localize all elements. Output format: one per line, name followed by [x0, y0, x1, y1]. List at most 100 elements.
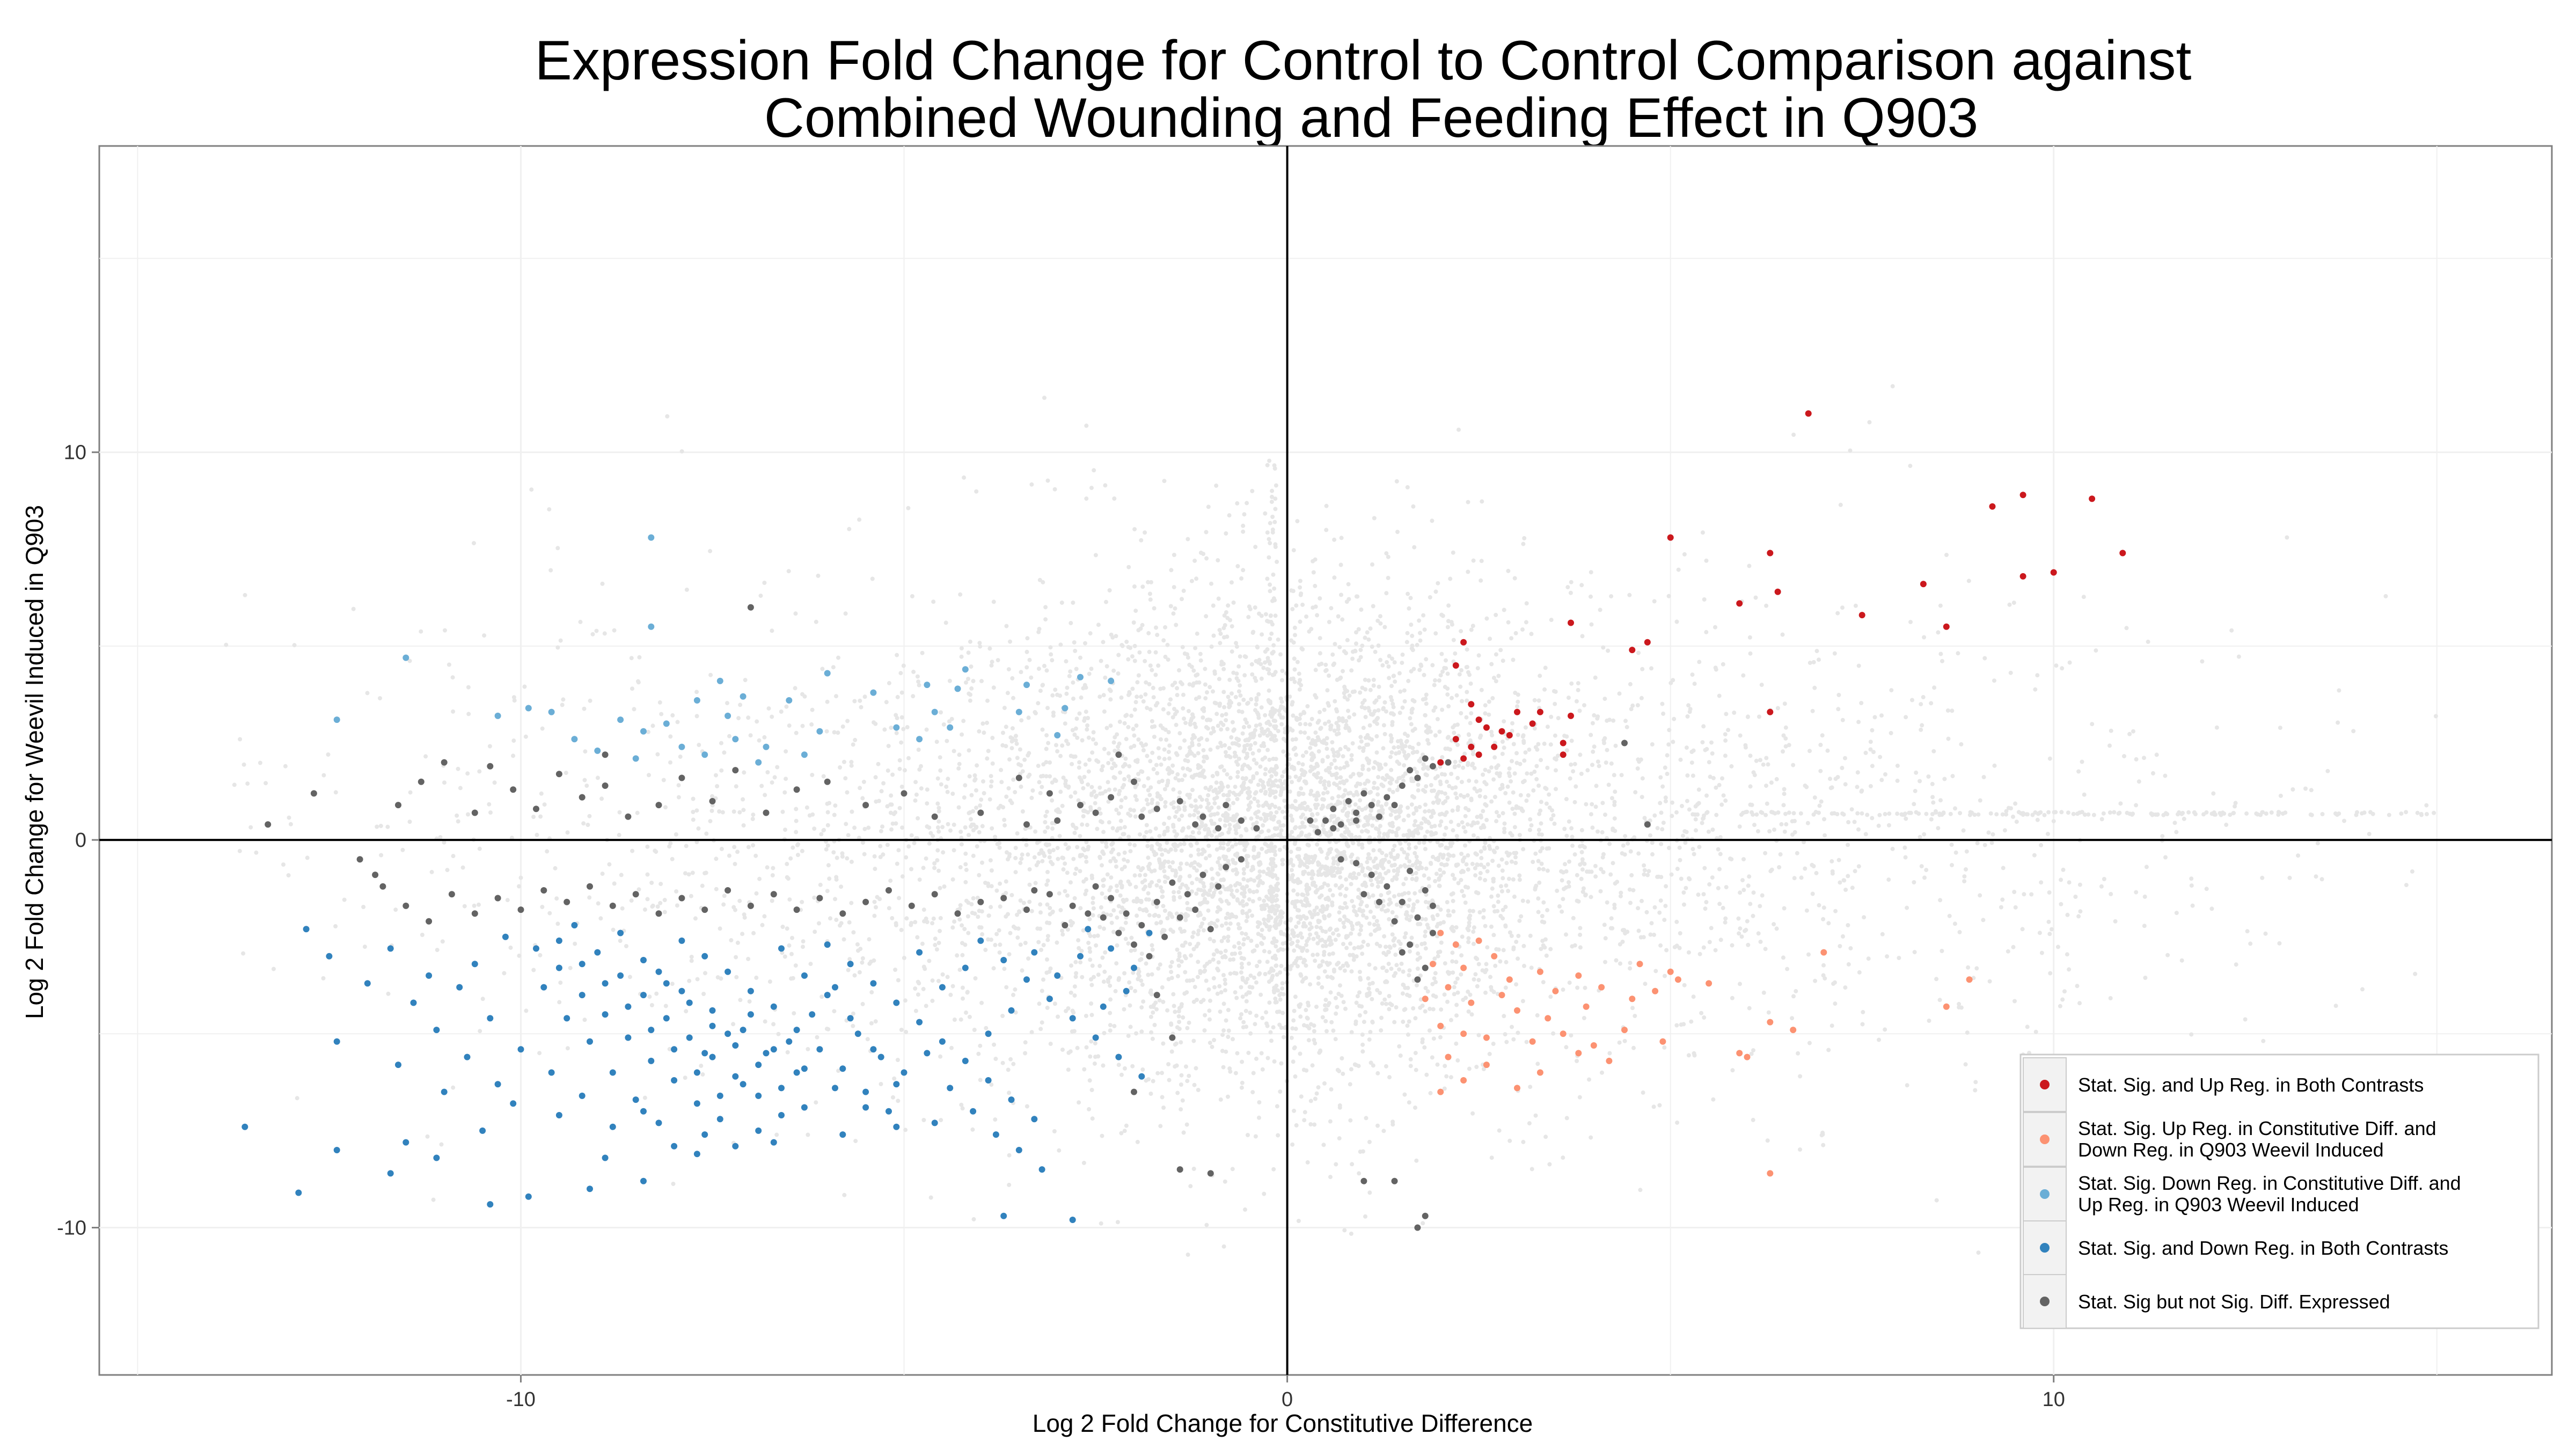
- data-point: [1583, 1003, 1590, 1010]
- data-point: [426, 918, 433, 925]
- data-point: [402, 654, 409, 661]
- data-point: [632, 755, 639, 762]
- data-point: [1376, 813, 1382, 820]
- data-point: [716, 1116, 723, 1123]
- data-point: [1023, 976, 1030, 983]
- data-point: [885, 887, 892, 894]
- data-point: [1046, 996, 1053, 1002]
- data-point: [1536, 968, 1543, 975]
- data-point: [1008, 1007, 1015, 1014]
- data-point: [1360, 790, 1367, 797]
- data-point: [931, 1119, 938, 1126]
- data-point: [763, 809, 770, 816]
- data-point: [947, 724, 954, 731]
- data-point: [1460, 964, 1467, 971]
- data-point: [1460, 1077, 1467, 1084]
- data-point: [678, 987, 685, 994]
- legend-label: Stat. Sig. and Down Reg. in Both Contras…: [2078, 1237, 2448, 1259]
- data-point: [870, 1046, 877, 1053]
- data-point: [494, 1081, 501, 1088]
- data-point: [663, 1015, 670, 1022]
- data-point: [1498, 992, 1505, 999]
- data-point: [1429, 961, 1436, 968]
- data-point: [1376, 898, 1382, 905]
- data-point: [632, 1096, 639, 1103]
- data-point: [1138, 813, 1145, 820]
- data-point: [326, 953, 333, 960]
- data-point: [977, 937, 984, 944]
- data-point: [1536, 1069, 1543, 1076]
- data-point: [832, 1085, 838, 1092]
- data-point: [1506, 976, 1513, 983]
- data-point: [1483, 724, 1490, 731]
- data-point: [2089, 495, 2096, 502]
- data-point: [1422, 887, 1429, 894]
- data-point: [1674, 976, 1681, 983]
- background-points: [224, 384, 2438, 1257]
- data-point: [410, 999, 417, 1006]
- data-point: [1353, 860, 1360, 867]
- data-point: [648, 1027, 655, 1034]
- data-point: [671, 1046, 678, 1053]
- data-point: [1414, 976, 1421, 983]
- data-point: [540, 887, 547, 894]
- data-point: [1153, 806, 1160, 813]
- data-point: [732, 1143, 739, 1150]
- data-point: [755, 1092, 762, 1099]
- data-point: [924, 1050, 931, 1057]
- reference-axes: [99, 146, 2552, 1375]
- data-point: [1805, 410, 1812, 417]
- data-point: [816, 1046, 823, 1053]
- data-point: [740, 1027, 747, 1034]
- data-point: [847, 961, 854, 968]
- data-point: [1391, 918, 1398, 925]
- data-point: [387, 945, 394, 952]
- data-point: [1123, 987, 1130, 994]
- data-point: [579, 992, 586, 999]
- data-point: [1475, 716, 1482, 723]
- data-point: [854, 1030, 861, 1037]
- data-point: [356, 856, 363, 863]
- data-point: [1008, 1096, 1015, 1103]
- data-point: [602, 1011, 609, 1018]
- data-point: [663, 980, 670, 987]
- data-point: [1514, 1085, 1520, 1092]
- data-point: [433, 1154, 440, 1161]
- data-point: [1736, 600, 1743, 607]
- data-point: [1644, 639, 1651, 646]
- data-point: [1774, 588, 1781, 595]
- data-point: [579, 1092, 586, 1099]
- data-point: [395, 802, 401, 809]
- data-point: [640, 957, 647, 963]
- data-point: [985, 1030, 992, 1037]
- data-point: [732, 767, 739, 774]
- data-point: [402, 902, 409, 909]
- data-point: [977, 898, 984, 905]
- data-point: [602, 782, 609, 789]
- data-point: [1069, 1015, 1076, 1022]
- data-point: [824, 992, 831, 999]
- data-point: [1391, 1177, 1398, 1184]
- data-point: [1429, 763, 1436, 770]
- axis-ticks: -10 0 10 -10 0 10: [57, 442, 2065, 1411]
- data-point: [571, 736, 578, 743]
- data-point: [295, 1189, 302, 1196]
- data-point: [801, 1104, 808, 1111]
- data-point: [609, 1069, 616, 1076]
- data-point: [885, 1108, 892, 1115]
- data-point: [1452, 662, 1459, 669]
- data-point: [1215, 883, 1222, 890]
- data-point: [1575, 972, 1582, 979]
- data-point: [555, 937, 562, 944]
- data-point: [1146, 930, 1153, 936]
- data-point: [671, 1077, 678, 1084]
- data-point: [931, 708, 938, 715]
- data-point: [1360, 1177, 1367, 1184]
- data-point: [1536, 708, 1543, 715]
- data-point: [602, 751, 609, 758]
- data-point: [1115, 930, 1122, 936]
- data-point: [1498, 728, 1505, 735]
- data-point: [1429, 902, 1436, 909]
- data-point: [2019, 573, 2026, 580]
- data-point: [1238, 817, 1245, 824]
